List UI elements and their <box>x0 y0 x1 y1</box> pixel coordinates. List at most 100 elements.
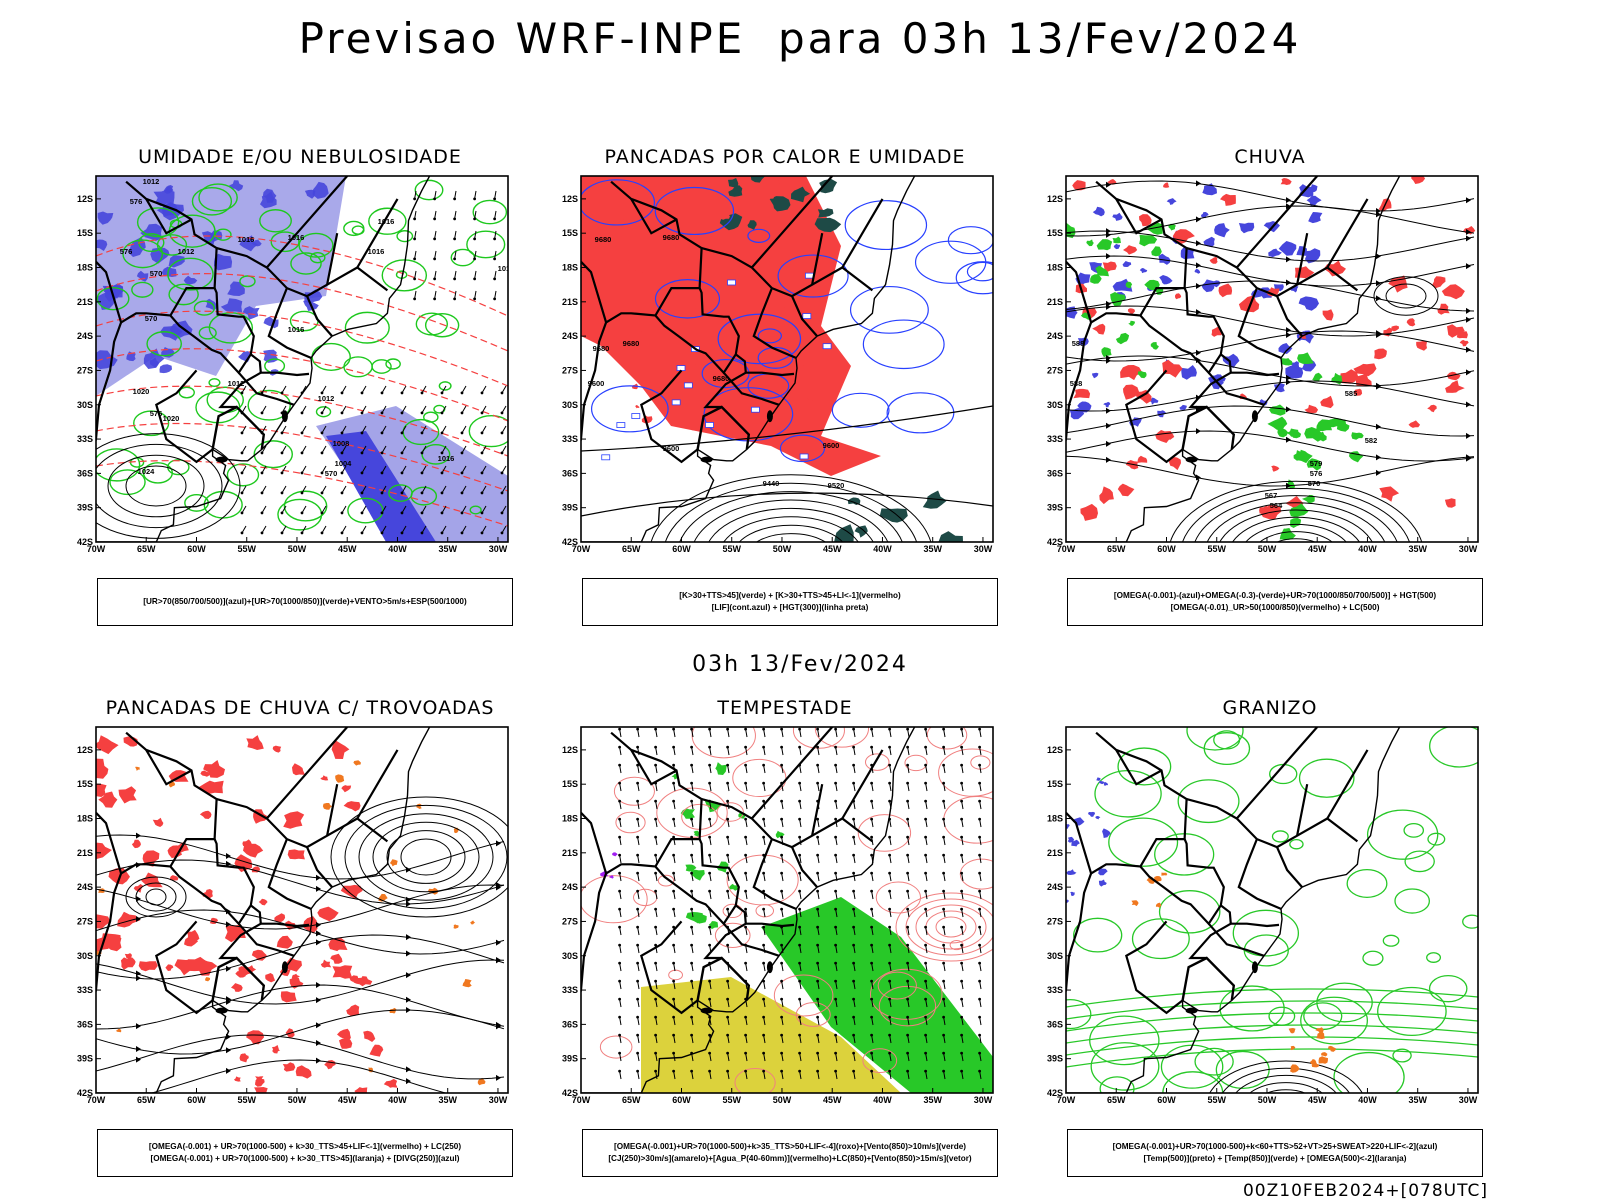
lat-tick-label: 27S <box>77 365 93 375</box>
wind-vector <box>433 217 437 221</box>
unstable-area <box>690 364 700 375</box>
low-level-humidity-contour <box>168 283 199 306</box>
wind-vector <box>690 1015 694 1019</box>
wind-vector <box>480 451 484 455</box>
wind-vector <box>960 871 964 875</box>
contour-label: 576 <box>1310 469 1323 478</box>
wind-vector <box>744 763 748 767</box>
wind-vector <box>433 277 437 281</box>
wind-vector <box>690 907 694 911</box>
wind-vector <box>726 835 730 839</box>
streamline-arrow <box>1376 211 1381 218</box>
wind-vector <box>453 297 457 301</box>
thunderstorm-area <box>303 916 318 934</box>
wind-vector <box>460 391 464 395</box>
wind-vector <box>726 1015 730 1019</box>
temperature-850-contour <box>1462 914 1478 929</box>
x <box>419 351 455 371</box>
wind-vector <box>924 799 928 803</box>
thunderstorm-area <box>354 1087 368 1093</box>
ascent-area <box>1166 198 1177 205</box>
wind-vector <box>500 431 504 435</box>
wind-vector <box>762 907 766 911</box>
state-border <box>1066 731 1188 876</box>
streamline-arrow <box>1376 423 1381 430</box>
country-border <box>696 405 751 450</box>
wind-vector <box>780 889 784 893</box>
wind-vector <box>320 511 324 515</box>
state-border <box>265 727 349 820</box>
lat-tick-label: 33S <box>1047 434 1063 444</box>
wind-vector <box>816 1033 820 1037</box>
streamline-arrow <box>226 852 231 859</box>
state-border <box>745 371 795 377</box>
wind-vector <box>798 1015 802 1019</box>
state-border <box>1066 322 1093 444</box>
streamline-arrow <box>136 1045 141 1052</box>
lifted-index-contour <box>947 226 993 255</box>
wind-vector <box>690 781 694 785</box>
wind-vector <box>744 745 748 749</box>
contour-label: 1012 <box>178 247 195 256</box>
wind-vector <box>320 431 324 435</box>
contour-label: 576 <box>120 247 133 256</box>
thunderstorm-area <box>235 969 246 978</box>
wind-vector <box>870 817 874 821</box>
wind-vector <box>816 727 820 731</box>
wind-vector <box>924 961 928 965</box>
streamline-arrow <box>1196 240 1201 247</box>
panel-title: TEMPESTADE <box>717 697 853 719</box>
low-level-humidity-contour <box>421 443 451 465</box>
wind-vector <box>834 907 838 911</box>
wind-vector <box>942 817 946 821</box>
wind-vector <box>834 1015 838 1019</box>
wind-vector <box>260 451 264 455</box>
rain-area <box>1080 503 1098 521</box>
thunderstorm-area <box>337 1028 351 1042</box>
wind-vector <box>978 781 982 785</box>
omega-area <box>1328 1045 1336 1052</box>
wind-vector <box>798 943 802 947</box>
wind-vector <box>240 511 244 515</box>
lat-tick-label: 12S <box>77 745 93 755</box>
streamline-arrow <box>136 895 141 902</box>
temperature-850-contour <box>1177 779 1240 824</box>
panel-legend: [K>30+TTS>45](verde) + [K>30+TTS>45+LI<-… <box>582 578 998 626</box>
streamline-arrow <box>1376 330 1381 337</box>
precipitable-water-contour <box>878 985 937 1027</box>
wind-vector <box>654 799 658 803</box>
ascent-area <box>1122 261 1132 267</box>
wind-vector <box>834 763 838 767</box>
station-marker <box>805 272 814 279</box>
panel-umidade: UMIDADE E/OU NEBULOSIDADE 1012 1016 1016 10… <box>77 146 520 626</box>
streamline-arrow <box>496 840 501 847</box>
deep-humidity-area <box>326 431 436 542</box>
hail-area <box>1066 869 1077 875</box>
panel-title: PANCADAS POR CALOR E UMIDADE <box>604 146 966 168</box>
deep-humidity-cell <box>262 188 277 203</box>
wind-vector <box>798 997 802 1001</box>
omega-area <box>1161 872 1168 876</box>
station-marker <box>616 422 626 428</box>
thunderstorm-area <box>363 1030 376 1042</box>
heat-instability-cell <box>728 185 743 197</box>
wind-vector <box>690 997 694 1001</box>
x <box>405 353 431 375</box>
lifted-index-contour <box>654 279 721 319</box>
low-level-humidity-contour <box>96 448 141 482</box>
station-marker <box>683 382 693 389</box>
wind-vector <box>852 763 856 767</box>
lifted-index-contour <box>757 346 794 369</box>
wind-vector <box>906 889 910 893</box>
strong-wind-area <box>685 912 704 924</box>
contour-label: 1016 <box>438 454 455 463</box>
lon-tick-label: 30W <box>1459 544 1478 554</box>
wind-vector <box>708 1051 712 1055</box>
wind-vector <box>816 1051 820 1055</box>
streamline <box>400 838 452 876</box>
temperature-850-contour <box>1066 1000 1478 1020</box>
lagoon <box>766 410 773 423</box>
ascent-area <box>1273 383 1285 393</box>
contour-label: 567 <box>1265 491 1278 500</box>
